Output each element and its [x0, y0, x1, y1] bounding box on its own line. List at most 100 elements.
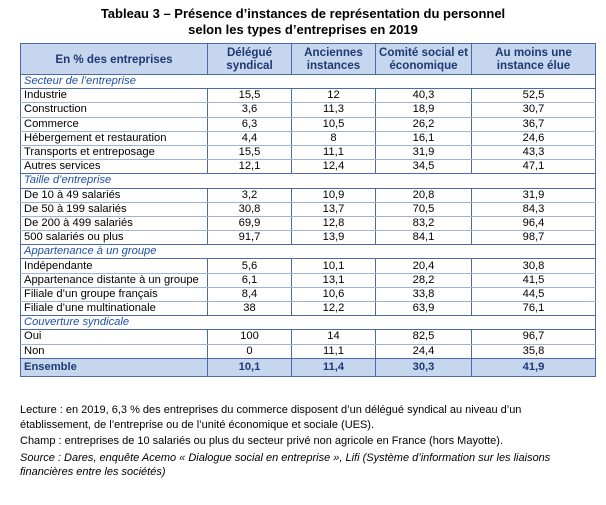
value-delegue-syndical: 15,5: [207, 145, 292, 161]
section-title: Couverture syndicale: [20, 315, 596, 331]
value-anciennes-instances: 12: [291, 88, 376, 104]
value-anciennes-instances: 11,3: [291, 102, 376, 118]
value-instance-elue: 96,7: [471, 329, 596, 345]
value-cse: 16,1: [375, 131, 472, 146]
value-anciennes-instances: 14: [291, 329, 376, 345]
table-body: Secteur de l’entreprise Industrie 15,5 12 40…: [20, 74, 596, 377]
value-delegue-syndical: 100: [207, 329, 292, 345]
value-cse: 20,4: [375, 258, 472, 274]
table-row: De 200 à 499 salariés 69,9 12,8 83,2 96,4: [20, 216, 596, 232]
value-anciennes-instances: 12,4: [291, 159, 376, 175]
row-label: Autres services: [20, 159, 208, 175]
row-label: 500 salariés ou plus: [20, 230, 208, 246]
value-instance-elue: 30,8: [471, 258, 596, 274]
section-header-row: Taille d’entreprise: [20, 173, 596, 189]
value-anciennes-instances: 10,9: [291, 188, 376, 203]
value-anciennes-instances: 13,9: [291, 230, 376, 246]
value-anciennes-instances: 12,2: [291, 301, 376, 317]
table-title-line-1: Tableau 3 – Présence d’instances de repr…: [100, 6, 506, 21]
section-title: Secteur de l’entreprise: [20, 74, 596, 90]
value-instance-elue: 36,7: [471, 117, 596, 132]
value-cse: 82,5: [375, 329, 472, 345]
value-instance-elue: 52,5: [471, 88, 596, 104]
row-label: Oui: [20, 329, 208, 345]
value-instance-elue: 30,7: [471, 102, 596, 118]
section-header-row: Secteur de l’entreprise: [20, 74, 596, 90]
value-delegue-syndical: 0: [207, 344, 292, 359]
table-notes: Lecture : en 2019, 6,3 % des entreprises…: [20, 403, 595, 482]
total-label: Ensemble: [20, 357, 208, 377]
section-header-row: Appartenance à un groupe: [20, 244, 596, 260]
row-label: Transports et entreposage: [20, 145, 208, 161]
value-delegue-syndical: 5,6: [207, 258, 292, 274]
value-delegue-syndical: 12,1: [207, 159, 292, 175]
value-instance-elue: 24,6: [471, 131, 596, 146]
value-anciennes-instances: 11,1: [291, 344, 376, 359]
value-instance-elue: 84,3: [471, 202, 596, 217]
table-row: Filiale d’une multinationale 38 12,2 63,9 76…: [20, 301, 596, 317]
row-label: Filiale d’un groupe français: [20, 287, 208, 303]
table-row: Appartenance distante à un groupe 6,1 13,1…: [20, 273, 596, 288]
table-row: Indépendante 5,6 10,1 20,4 30,8: [20, 258, 596, 274]
row-label: De 10 à 49 salariés: [20, 188, 208, 203]
value-delegue-syndical: 91,7: [207, 230, 292, 246]
table-row: Autres services 12,1 12,4 34,5 47,1: [20, 159, 596, 175]
total-row: Ensemble 10,1 11,4 30,3 41,9: [20, 357, 596, 377]
total-instance-elue: 41,9: [471, 357, 596, 377]
value-delegue-syndical: 38: [207, 301, 292, 317]
value-instance-elue: 44,5: [471, 287, 596, 303]
value-instance-elue: 96,4: [471, 216, 596, 232]
value-cse: 31,9: [375, 145, 472, 161]
value-delegue-syndical: 6,3: [207, 117, 292, 132]
note-source: Source : Dares, enquête Acemo « Dialogue…: [20, 451, 551, 479]
value-anciennes-instances: 10,5: [291, 117, 376, 132]
value-instance-elue: 98,7: [471, 230, 596, 246]
section-title: Appartenance à un groupe: [20, 244, 596, 260]
value-cse: 83,2: [375, 216, 472, 232]
value-cse: 28,2: [375, 273, 472, 288]
value-cse: 84,1: [375, 230, 472, 246]
data-table: En % des entreprises Délégué syndical An…: [20, 43, 596, 377]
table-row: Oui 100 14 82,5 96,7: [20, 329, 596, 345]
value-instance-elue: 31,9: [471, 188, 596, 203]
value-cse: 70,5: [375, 202, 472, 217]
total-cse: 30,3: [375, 357, 472, 377]
row-label: De 200 à 499 salariés: [20, 216, 208, 232]
value-anciennes-instances: 8: [291, 131, 376, 146]
value-instance-elue: 43,3: [471, 145, 596, 161]
table-row: Transports et entreposage 15,5 11,1 31,9 43,…: [20, 145, 596, 161]
value-anciennes-instances: 10,1: [291, 258, 376, 274]
table-title: Tableau 3 – Présence d’instances de repr…: [0, 6, 606, 38]
table-row: Commerce 6,3 10,5 26,2 36,7: [20, 117, 596, 132]
row-label: Appartenance distante à un groupe: [20, 273, 208, 288]
value-delegue-syndical: 4,4: [207, 131, 292, 146]
row-label: Indépendante: [20, 258, 208, 274]
table-row: Non 0 11,1 24,4 35,8: [20, 344, 596, 359]
header-cse: Comité social et économique: [375, 43, 472, 75]
header-anciennes-instances: Anciennes instances: [291, 43, 376, 75]
value-anciennes-instances: 13,7: [291, 202, 376, 217]
value-cse: 24,4: [375, 344, 472, 359]
row-label: Industrie: [20, 88, 208, 104]
value-cse: 40,3: [375, 88, 472, 104]
value-delegue-syndical: 8,4: [207, 287, 292, 303]
value-delegue-syndical: 3,2: [207, 188, 292, 203]
value-cse: 34,5: [375, 159, 472, 175]
section-title: Taille d’entreprise: [20, 173, 596, 189]
header-delegue-syndical: Délégué syndical: [207, 43, 292, 75]
note-champ: Champ : entreprises de 10 salariés ou pl…: [20, 435, 504, 447]
total-delegue-syndical: 10,1: [207, 357, 292, 377]
value-anciennes-instances: 12,8: [291, 216, 376, 232]
value-delegue-syndical: 69,9: [207, 216, 292, 232]
header-category: En % des entreprises: [20, 43, 208, 75]
table-row: Filiale d’un groupe français 8,4 10,6 33,8 4…: [20, 287, 596, 303]
table-row: De 10 à 49 salariés 3,2 10,9 20,8 31,9: [20, 188, 596, 203]
table-row: 500 salariés ou plus 91,7 13,9 84,1 98,7: [20, 230, 596, 246]
value-delegue-syndical: 3,6: [207, 102, 292, 118]
value-instance-elue: 47,1: [471, 159, 596, 175]
header-row: En % des entreprises Délégué syndical An…: [20, 43, 596, 75]
value-anciennes-instances: 10,6: [291, 287, 376, 303]
value-delegue-syndical: 15,5: [207, 88, 292, 104]
value-instance-elue: 35,8: [471, 344, 596, 359]
